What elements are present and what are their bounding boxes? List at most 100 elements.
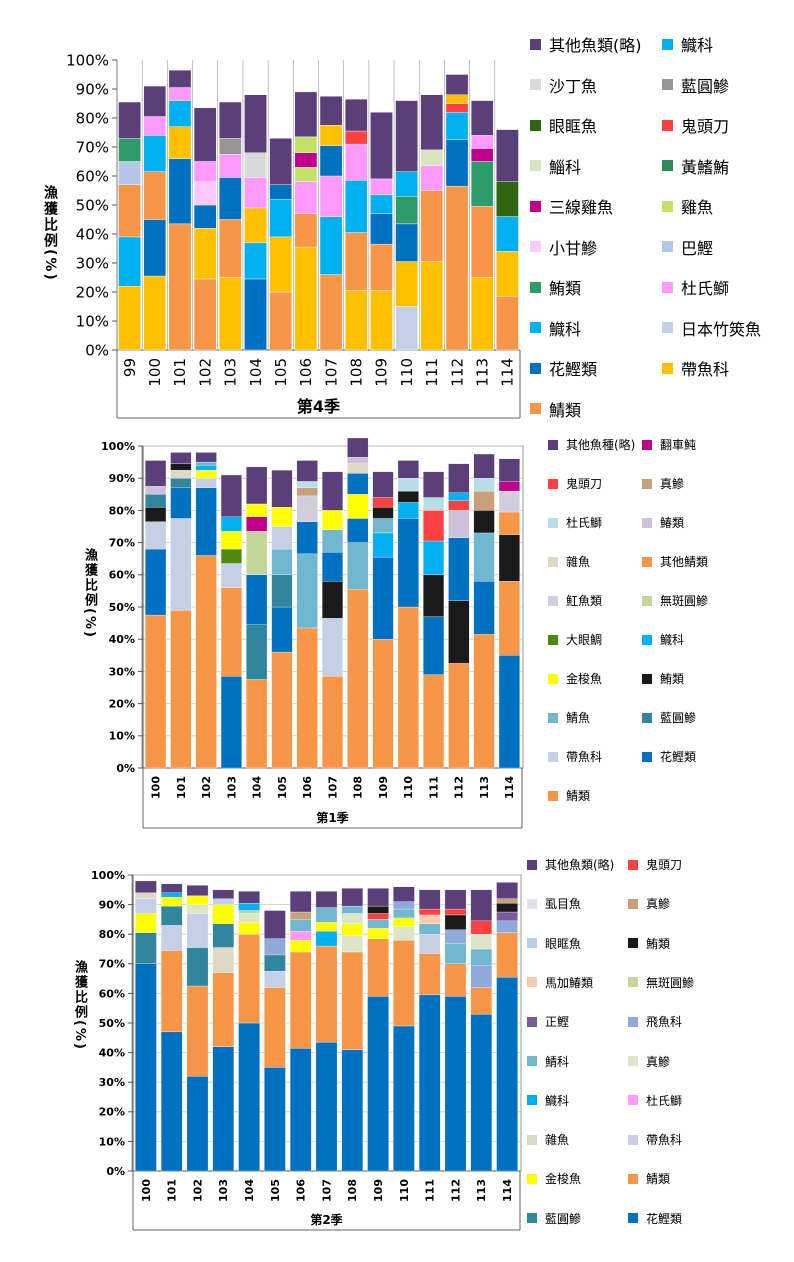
legend-item: 鯖魚	[548, 709, 590, 726]
bar-segment	[168, 87, 192, 101]
bar-segment	[395, 223, 418, 262]
bar-segment	[195, 465, 217, 471]
bar-segment	[444, 996, 467, 1172]
bar-segment	[195, 461, 217, 466]
y-tick-label: 100%	[91, 869, 125, 882]
legend-label: 藍圓鰺	[545, 1211, 582, 1226]
bar-segment	[296, 627, 318, 769]
legend-item: 金梭魚	[548, 670, 602, 687]
bar-segment	[372, 639, 394, 769]
bar-segment	[393, 886, 415, 902]
bar-segment	[219, 177, 242, 220]
bar-segment	[143, 219, 167, 277]
legend-label: 翻車魨	[660, 438, 697, 452]
bar-segment	[212, 972, 235, 1047]
bar-segment	[345, 290, 368, 351]
bar-segment	[470, 161, 494, 207]
bar-segment	[186, 904, 209, 914]
legend-label: 帶魚科	[646, 1133, 683, 1148]
legend-item: 眼眶魚	[527, 935, 581, 952]
bar-segment	[367, 905, 389, 914]
bar-segment	[448, 500, 470, 511]
legend-swatch	[628, 938, 638, 949]
bar-segment	[219, 277, 242, 351]
bar-segment	[246, 574, 268, 625]
legend-swatch	[530, 160, 541, 171]
bar-segment	[294, 152, 318, 168]
legend-item: 真鰺	[642, 475, 684, 492]
legend-item: 杜氏鰤	[628, 1092, 682, 1109]
bar-segment	[143, 135, 167, 172]
bar-segment	[238, 922, 260, 935]
bar-segment	[347, 494, 369, 519]
bar-segment	[170, 470, 192, 479]
bar-segment	[145, 548, 167, 616]
bar-segment	[418, 889, 441, 910]
bar-segment	[347, 457, 369, 464]
bar-segment	[423, 616, 445, 675]
bar-segment	[271, 526, 293, 550]
x-tick-label: 99	[121, 358, 139, 377]
bar-segment	[220, 563, 242, 588]
legend-label: 飛魚科	[646, 1015, 683, 1030]
legend-label: 鯖類	[549, 400, 582, 420]
bar-segment	[186, 985, 209, 1077]
bar-segment	[212, 947, 235, 973]
x-tick-label: 108	[346, 1179, 359, 1202]
legend-swatch	[642, 595, 652, 606]
bar-segment	[321, 471, 344, 511]
bar-segment	[264, 910, 286, 939]
bar-segment	[496, 296, 519, 351]
bar-segment	[445, 185, 469, 351]
bar-segment	[498, 458, 520, 482]
x-tick-label: 114	[503, 776, 516, 799]
bar-segment	[315, 931, 338, 947]
bar-segment	[135, 963, 157, 1172]
legend-label: 其他魚類(略)	[549, 36, 642, 55]
legend-label: 其他魚類(略)	[545, 858, 615, 872]
bar-segment	[219, 219, 242, 278]
legend-swatch	[662, 362, 673, 374]
bar-segment	[367, 888, 389, 907]
y-tick-label: 0%	[85, 341, 109, 359]
legend-label: 黃鰭鮪	[681, 157, 730, 177]
bar-segment	[143, 171, 167, 220]
bar-segment	[168, 126, 192, 159]
x-tick-label: 100	[149, 776, 162, 799]
legend-swatch	[642, 673, 652, 684]
bar-segment	[470, 920, 493, 935]
bar-segment	[395, 171, 418, 197]
legend-label: 魟魚類	[566, 594, 603, 608]
bar-segment	[145, 507, 167, 522]
bar-segment	[264, 971, 286, 988]
y-tick-label: 10%	[76, 312, 109, 330]
bar-segment	[168, 223, 192, 351]
bar-segment	[448, 600, 470, 664]
y-tick-label: 70%	[99, 958, 125, 971]
legend-item: 藍圓鰺	[642, 709, 696, 726]
bar-segment	[271, 651, 293, 769]
bar-segment	[289, 891, 312, 913]
bar-segment	[397, 460, 419, 479]
x-tick-label: 106	[301, 776, 314, 799]
bar-segment	[238, 913, 260, 923]
bar-segment	[345, 232, 368, 291]
legend-swatch	[548, 478, 558, 489]
legend-item: 日本竹筴魚	[662, 316, 761, 340]
legend-swatch	[628, 1016, 638, 1027]
bar-segment	[271, 606, 293, 653]
bar-segment	[470, 948, 493, 966]
bar-segment	[496, 898, 518, 904]
legend-label: 帶魚科	[681, 360, 730, 379]
y-tick-label: 90%	[76, 80, 109, 98]
bar-segment	[372, 532, 394, 558]
bar-segment	[145, 494, 167, 508]
bar-segment	[271, 574, 293, 608]
legend-item: 花鰹類	[628, 1210, 682, 1227]
bar-segment	[271, 548, 293, 575]
bar-segment	[420, 94, 444, 151]
bar-segment	[420, 261, 444, 351]
bar-segment	[370, 213, 393, 245]
y-tick-label: 80%	[76, 109, 109, 127]
legend-label: 巴鰹	[681, 238, 714, 258]
